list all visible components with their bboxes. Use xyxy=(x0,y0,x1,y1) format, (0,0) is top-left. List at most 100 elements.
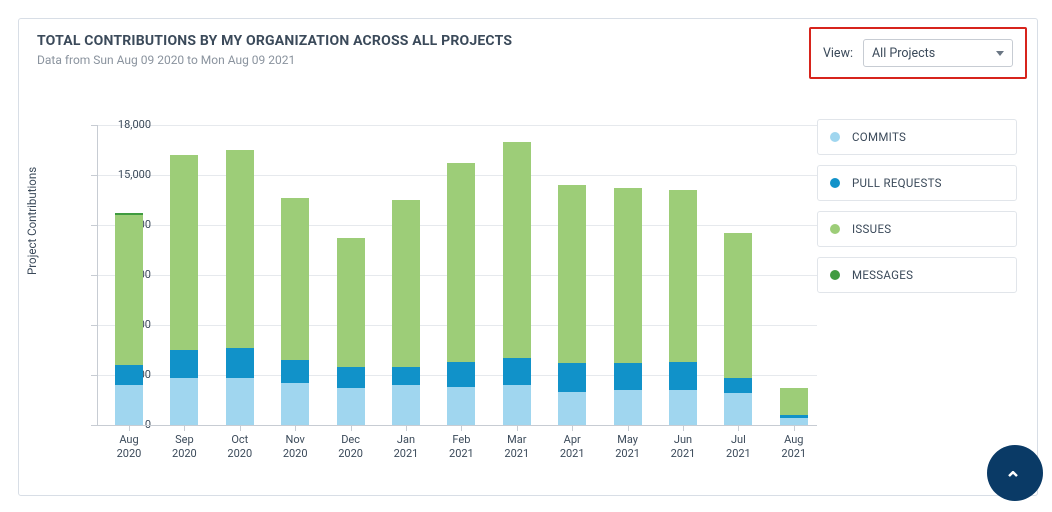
bar-segment-messages xyxy=(115,213,143,215)
y-axis-label: 18,000 xyxy=(101,118,151,131)
x-axis-label: Sep2020 xyxy=(164,433,204,461)
legend-label: MESSAGES xyxy=(852,268,913,282)
bar-segment-issues xyxy=(614,188,642,363)
legend-item-messages[interactable]: MESSAGES xyxy=(817,257,1017,293)
bar-segment-pull_requests xyxy=(724,378,752,393)
legend-dot-icon xyxy=(830,132,840,142)
grid-line xyxy=(97,125,817,126)
bar-segment-commits xyxy=(558,392,586,425)
x-axis-label: Nov2020 xyxy=(275,433,315,461)
bar-segment-commits xyxy=(337,388,365,425)
bar-segment-pull_requests xyxy=(115,365,143,385)
bar-segment-issues xyxy=(503,142,531,359)
x-tick xyxy=(184,425,185,431)
x-axis-label: Jan2021 xyxy=(386,433,426,461)
chart-bar[interactable] xyxy=(281,198,309,425)
bar-segment-issues xyxy=(226,150,254,348)
legend-item-pull_requests[interactable]: PULL REQUESTS xyxy=(817,165,1017,201)
bar-segment-issues xyxy=(337,238,365,366)
x-axis-label: Oct2020 xyxy=(220,433,260,461)
bar-segment-commits xyxy=(780,418,808,425)
legend-dot-icon xyxy=(830,270,840,280)
x-axis-label: May2021 xyxy=(608,433,648,461)
chart-bar[interactable] xyxy=(558,185,586,425)
bar-segment-issues xyxy=(115,215,143,365)
view-filter-label: View: xyxy=(823,46,853,61)
x-tick xyxy=(240,425,241,431)
bar-segment-commits xyxy=(226,378,254,425)
bar-segment-pull_requests xyxy=(447,362,475,387)
legend-item-commits[interactable]: COMMITS xyxy=(817,119,1017,155)
x-tick xyxy=(628,425,629,431)
bar-segment-issues xyxy=(724,233,752,378)
chart-bar[interactable] xyxy=(226,150,254,425)
bar-segment-commits xyxy=(170,378,198,425)
x-tick xyxy=(406,425,407,431)
chart-bar[interactable] xyxy=(614,188,642,425)
bar-segment-commits xyxy=(447,387,475,425)
chart-bar[interactable] xyxy=(337,238,365,425)
bar-segment-pull_requests xyxy=(226,348,254,378)
bar-segment-issues xyxy=(170,155,198,350)
bar-segment-pull_requests xyxy=(614,363,642,390)
bar-segment-pull_requests xyxy=(170,350,198,378)
x-tick xyxy=(295,425,296,431)
chart-plot-area: 03,0006,0009,00012,00015,00018,000Aug202… xyxy=(97,125,817,425)
chart-bar[interactable] xyxy=(669,190,697,425)
x-axis-label: Aug2020 xyxy=(109,433,149,461)
chart-bar[interactable] xyxy=(392,200,420,425)
bar-segment-issues xyxy=(281,198,309,360)
x-axis-label: Apr2021 xyxy=(552,433,592,461)
x-tick xyxy=(351,425,352,431)
y-axis-title: Project Contributions xyxy=(25,167,39,275)
contributions-panel: TOTAL CONTRIBUTIONS BY MY ORGANIZATION A… xyxy=(18,18,1038,496)
x-tick xyxy=(517,425,518,431)
chart-bar[interactable] xyxy=(724,233,752,425)
bar-segment-pull_requests xyxy=(337,367,365,389)
legend-item-issues[interactable]: ISSUES xyxy=(817,211,1017,247)
view-filter-value: All Projects xyxy=(872,46,935,61)
bar-segment-commits xyxy=(115,385,143,425)
view-filter-select[interactable]: All Projects xyxy=(863,39,1013,67)
chevron-down-icon xyxy=(996,51,1004,56)
chart-bar[interactable] xyxy=(170,155,198,425)
x-tick xyxy=(683,425,684,431)
legend-dot-icon xyxy=(830,178,840,188)
bar-segment-pull_requests xyxy=(780,415,808,418)
bar-segment-commits xyxy=(614,390,642,425)
chart-bar[interactable] xyxy=(503,142,531,425)
bar-segment-issues xyxy=(780,388,808,415)
bar-segment-pull_requests xyxy=(281,360,309,383)
bar-segment-commits xyxy=(669,390,697,425)
bar-segment-commits xyxy=(392,385,420,425)
contributions-chart: Project Contributions 03,0006,0009,00012… xyxy=(37,95,827,475)
legend-label: PULL REQUESTS xyxy=(852,176,942,190)
legend-label: ISSUES xyxy=(852,222,891,236)
bar-segment-pull_requests xyxy=(503,358,531,385)
chart-bar[interactable] xyxy=(115,213,143,425)
x-tick xyxy=(129,425,130,431)
x-axis-label: Jul2021 xyxy=(718,433,758,461)
y-axis-label: 15,000 xyxy=(101,168,151,181)
bar-segment-issues xyxy=(669,190,697,362)
x-axis-label: Feb2021 xyxy=(441,433,481,461)
scroll-to-top-button[interactable]: ⌃ xyxy=(987,445,1043,501)
legend-label: COMMITS xyxy=(852,130,906,144)
x-tick xyxy=(738,425,739,431)
bar-segment-issues xyxy=(392,200,420,367)
chart-legend: COMMITS PULL REQUESTS ISSUES MESSAGES xyxy=(817,119,1017,303)
bar-segment-pull_requests xyxy=(392,367,420,385)
legend-dot-icon xyxy=(830,224,840,234)
bar-segment-commits xyxy=(724,393,752,425)
chart-bar[interactable] xyxy=(447,163,475,425)
x-axis-label: Mar2021 xyxy=(497,433,537,461)
chart-bar[interactable] xyxy=(780,388,808,425)
view-filter-highlight: View: All Projects xyxy=(809,27,1027,79)
bar-segment-pull_requests xyxy=(669,362,697,390)
chevron-up-icon: ⌃ xyxy=(1005,467,1022,491)
x-tick xyxy=(461,425,462,431)
x-tick xyxy=(794,425,795,431)
bar-segment-issues xyxy=(447,163,475,361)
x-axis-label: Aug2021 xyxy=(774,433,814,461)
x-tick xyxy=(572,425,573,431)
